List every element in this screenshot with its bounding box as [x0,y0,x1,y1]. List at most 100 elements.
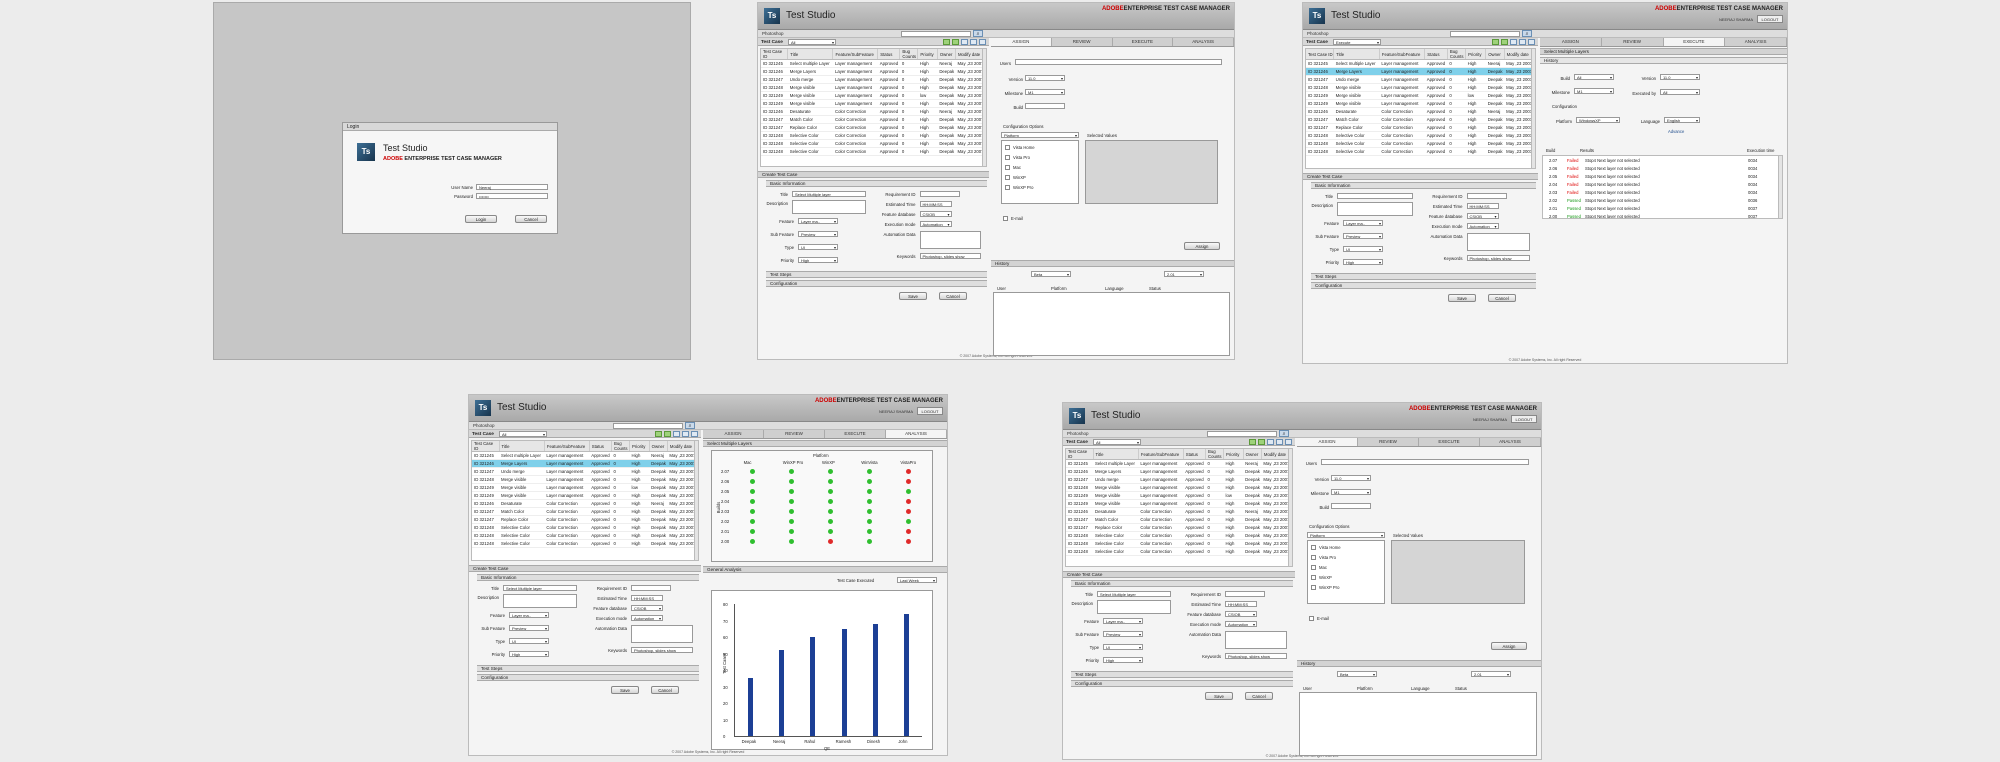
save-button[interactable]: Save [611,686,639,694]
column-header[interactable]: Feature/SubFeature [544,441,590,452]
column-header[interactable]: Modify date [1504,49,1535,60]
table-row[interactable]: ID 321247 Replace Color Color Correction Ap… [1306,123,1535,132]
milestone-select[interactable]: M1 [1574,88,1614,94]
keywords-field[interactable]: Photoshop, slides show [631,647,693,653]
priority-select[interactable]: High [1343,259,1383,265]
cancel-button[interactable]: Cancel [1245,692,1273,700]
tab-review[interactable]: REVIEW [1052,38,1113,46]
feature-select[interactable]: Layer ma.. [509,612,549,618]
configuration-header[interactable]: Configuration [1071,680,1293,687]
table-row[interactable]: ID 321248 Merge visible Layer management Ap… [472,475,698,484]
subfeature-select[interactable]: Preview [798,231,838,237]
users-field[interactable] [1321,459,1529,465]
table-row[interactable]: ID 321245 Select multiple Layer Layer mana… [1066,459,1292,468]
table-row[interactable]: ID 321246 Merge Layers Layer management App… [472,459,698,468]
column-header[interactable]: Bug Counts [611,441,631,452]
delete-icon[interactable] [970,39,977,45]
print-icon[interactable] [979,39,986,45]
column-header[interactable]: Modify date [955,49,986,60]
tab-analysis[interactable]: ANALYSIS [886,430,947,438]
tab-assign[interactable]: ASSIGN [991,38,1052,46]
type-select[interactable]: UI [1103,644,1143,650]
period-select[interactable]: Last Week [897,577,937,583]
requirement-field[interactable] [1225,591,1265,597]
column-header[interactable]: Test Case ID [1066,449,1094,460]
testcase-filter[interactable]: All [1093,439,1141,445]
title-field[interactable]: Select Multiple layer [503,585,577,591]
priority-select[interactable]: High [1103,657,1143,663]
search-input[interactable] [1450,31,1520,37]
save-button[interactable]: Save [899,292,927,300]
column-header[interactable]: Status [1424,49,1448,60]
table-row[interactable]: ID 321246 Desaturate Color Correction Appro… [472,499,698,508]
table-row[interactable]: ID 321249 Merge visible Layer management Ap… [1306,91,1535,100]
platform-checkbox[interactable] [1311,555,1316,560]
print-icon[interactable] [1528,39,1535,45]
search-icon[interactable]: ⌕ [1522,30,1532,37]
requirement-field[interactable] [631,585,671,591]
tab-review[interactable]: REVIEW [1358,438,1419,446]
email-checkbox[interactable] [1003,216,1008,221]
advance-link[interactable]: Advance [1668,129,1685,134]
table-row[interactable]: ID 321248 Selective Color Color Correction… [472,539,698,548]
column-header[interactable]: Bug Counts [899,49,919,60]
print-icon[interactable] [1285,439,1292,445]
table-row[interactable]: ID 321247 Replace Color Color Correction Ap… [472,515,698,524]
table-row[interactable]: ID 321247 Replace Color Color Correction Ap… [1066,523,1292,532]
requirement-field[interactable] [919,191,960,197]
column-header[interactable]: Status [589,441,612,452]
title-field[interactable]: Select Multiple layer [1097,591,1171,597]
delete-icon[interactable] [682,431,689,437]
column-header[interactable]: Feature/SubFeature [1138,449,1184,460]
table-row[interactable]: ID 321249 Merge visible Layer management Ap… [1066,499,1292,508]
grid-scrollbar[interactable] [1288,449,1292,566]
platform-checkbox[interactable] [1005,145,1010,150]
priority-select[interactable]: High [798,257,838,263]
assign-button[interactable]: Assign [1184,242,1220,250]
assign-button[interactable]: Assign [1491,642,1527,650]
type-select[interactable]: UI [798,244,838,250]
column-header[interactable]: Title [499,441,545,452]
username-field[interactable]: Neeraj [476,184,548,190]
testcase-filter[interactable]: All [788,39,836,45]
platform-checkbox[interactable] [1311,545,1316,550]
table-row[interactable]: ID 321248 Selective Color Color Correction… [1306,131,1535,140]
execution-mode-field[interactable]: Automation [1466,223,1499,229]
column-header[interactable]: Modify date [1261,449,1292,460]
cancel-button[interactable]: Cancel [515,215,547,223]
column-header[interactable]: Status [1183,449,1206,460]
login-button[interactable]: Login [465,215,497,223]
save-button[interactable]: Save [1205,692,1233,700]
testcase-filter[interactable]: All [499,431,547,437]
table-row[interactable]: ID 321247 Undo merge Layer management Appro… [1066,475,1292,484]
column-header[interactable]: Title [787,49,834,60]
tab-review[interactable]: REVIEW [764,430,825,438]
cancel-button[interactable]: Cancel [1488,294,1516,302]
project-selector[interactable]: Photoshop [473,423,495,428]
column-header[interactable]: Title [1333,49,1380,60]
feature-select[interactable]: Layer ma.. [1103,618,1143,624]
automation-data-field[interactable] [919,231,981,249]
import-icon[interactable] [1258,439,1265,445]
platform-checkbox[interactable] [1311,565,1316,570]
table-row[interactable]: ID 321245 Select multiple Layer Layer mana… [761,59,986,68]
table-row[interactable]: ID 321247 Match Color Color Correction Appr… [472,507,698,516]
column-header[interactable]: Owner [649,441,668,452]
table-row[interactable]: ID 321247 Undo merge Layer management Appro… [1306,75,1535,84]
table-row[interactable]: ID 321246 Desaturate Color Correction Appro… [1066,507,1292,516]
platform-checkbox[interactable] [1311,575,1316,580]
tab-execute[interactable]: EXECUTE [1113,38,1174,46]
keywords-field[interactable]: Photoshop, slides show [919,253,981,259]
project-selector[interactable]: Photoshop [1067,431,1089,436]
tab-review[interactable]: REVIEW [1602,38,1664,46]
milestone-select[interactable]: M1 [1331,489,1371,495]
search-input[interactable] [901,31,971,37]
platform-select[interactable]: Platform [1001,132,1079,138]
table-row[interactable]: ID 321248 Selective Color Color Correction… [1066,531,1292,540]
subfeature-select[interactable]: Preview [1343,233,1383,239]
test-steps-header[interactable]: Test Steps [477,665,699,672]
tab-analysis[interactable]: ANALYSIS [1725,38,1787,46]
table-row[interactable]: ID 321247 Match Color Color Correction Appr… [1306,115,1535,124]
grid-scrollbar[interactable] [982,49,986,166]
feature-select[interactable]: Layer ma.. [798,218,838,224]
